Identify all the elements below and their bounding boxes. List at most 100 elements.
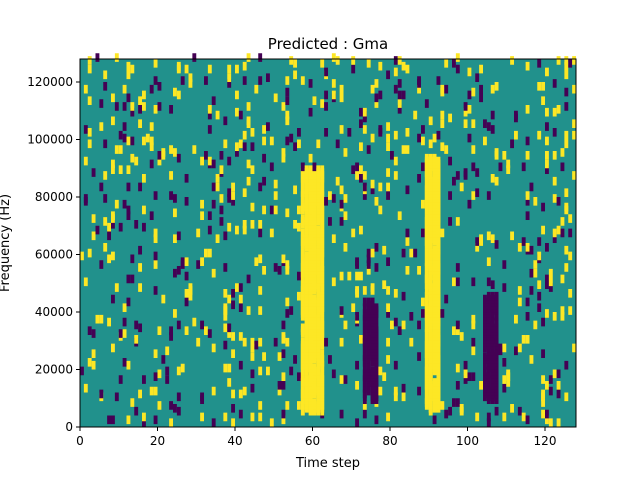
heatmap-cell [483,372,487,382]
heatmap-cell [99,260,104,269]
heatmap-cell [153,251,158,261]
heatmap-cell [300,257,305,267]
heatmap-cell [258,401,263,410]
heatmap-cell [386,142,391,152]
heatmap-cell [537,291,542,301]
heatmap-cell [436,286,441,295]
heatmap-cell [448,217,453,226]
heatmap-cell [421,228,425,238]
heatmap-cell [417,320,422,330]
heatmap-cell [289,366,294,376]
heatmap-cell [541,317,546,327]
heatmap-cell [254,84,259,94]
heatmap-cell [91,360,96,370]
heatmap-cell [300,274,305,284]
heatmap-cell [362,323,367,333]
heatmap-cell [258,286,263,295]
heatmap-cell [273,263,278,272]
heatmap-cell [444,84,449,94]
heatmap-cell [374,79,379,88]
heatmap-cell [486,257,491,267]
heatmap-cell [529,286,534,295]
heatmap-cell [114,102,119,111]
heatmap-cell [246,53,251,62]
heatmap-cell [285,309,290,318]
heatmap-cell [223,303,228,313]
heatmap-cell [397,326,402,336]
heatmap-cell [331,194,336,203]
heatmap-cell [235,90,239,100]
heatmap-cell [238,283,243,292]
heatmap-cell [552,228,557,238]
heatmap-cell [467,67,472,77]
heatmap-cell [362,303,367,313]
heatmap-cell [293,70,298,80]
heatmap-cell [560,228,565,238]
heatmap-cell [490,234,495,244]
heatmap-cell [122,358,127,367]
heatmap-cell [308,205,313,215]
heatmap-cell [521,412,526,422]
heatmap-cell [428,329,433,338]
heatmap-cell [459,332,464,341]
heatmap-cell [370,329,375,338]
heatmap-cell [130,254,135,264]
heatmap-cell [444,145,449,154]
heatmap-cell [514,110,518,120]
heatmap-cell [176,366,181,376]
heatmap-cell [169,171,174,180]
heatmap-cell [300,162,305,172]
heatmap-cell [545,107,549,117]
heatmap-cell [157,102,162,111]
heatmap-cell [297,401,301,410]
heatmap-cell [161,148,166,157]
heatmap-cell [366,383,371,393]
heatmap-cell [95,314,100,324]
heatmap-cell [184,64,189,74]
x-tick-label: 80 [382,434,397,448]
heatmap-cell [564,139,569,149]
heatmap-cell [176,266,181,275]
heatmap-cell [393,289,398,298]
heatmap-cell [486,418,491,428]
heatmap-cell [428,116,433,126]
heatmap-cell [444,59,449,68]
heatmap-cell [149,122,154,131]
heatmap-cell [514,314,518,324]
heatmap-cell [219,151,224,160]
heatmap-cell [517,286,522,295]
heatmap-cell [211,343,216,353]
heatmap-cell [122,317,127,327]
heatmap-cell [374,197,379,206]
heatmap-cell [483,352,487,361]
heatmap-cell [320,165,325,175]
heatmap-cell [111,159,115,169]
heatmap-cell [207,225,212,235]
heatmap-cell [343,194,348,203]
heatmap-cell [242,130,247,140]
heatmap-cell [188,283,193,292]
heatmap-cell [316,179,321,189]
heatmap-cell [502,375,507,384]
heatmap-cell [436,234,441,244]
heatmap-cell [421,297,425,307]
heatmap-cell [471,191,476,200]
heatmap-cell [545,136,549,146]
heatmap-cell [428,381,433,390]
heatmap-cell [545,159,549,169]
heatmap-cell [269,205,274,215]
heatmap-cell [87,96,92,106]
heatmap-cell [498,162,503,172]
heatmap-cell [374,415,379,425]
heatmap-cell [564,61,569,71]
heatmap-cell [331,369,336,379]
heatmap-cell [339,199,344,209]
heatmap-cell [211,386,216,396]
heatmap-cell [510,56,515,65]
heatmap-cell [347,271,352,281]
heatmap-cell [471,87,476,97]
heatmap-cell [149,142,154,152]
heatmap-cell [486,383,491,393]
heatmap-cell [188,79,193,88]
heatmap-cell [269,418,274,428]
